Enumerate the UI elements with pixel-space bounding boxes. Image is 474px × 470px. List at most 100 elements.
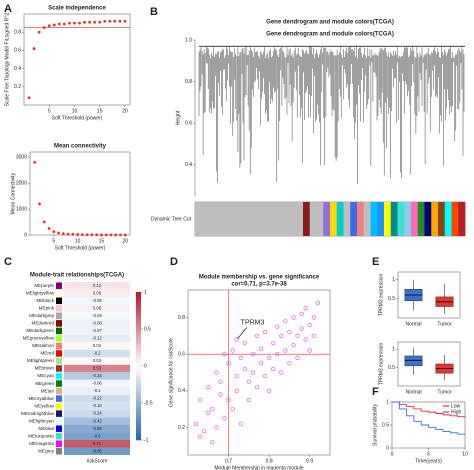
cell-value: -0.6	[93, 433, 101, 438]
cell	[64, 447, 130, 455]
y-axis-label: Mean Connectivity	[10, 172, 16, 214]
colorbar-step	[136, 399, 141, 404]
module-swatch	[56, 290, 62, 297]
point	[109, 233, 113, 237]
point	[267, 388, 272, 393]
point	[303, 306, 308, 311]
module-color	[303, 202, 311, 236]
point	[119, 233, 122, 237]
point	[279, 370, 284, 375]
module-swatch	[56, 447, 62, 455]
y-tick-label: 0.6	[178, 351, 185, 357]
chart-title: Mean connectivity	[54, 144, 107, 150]
point	[71, 232, 75, 236]
module-color	[289, 202, 297, 236]
cell-value: 0.08	[93, 290, 102, 295]
point	[238, 355, 243, 360]
survival-curve	[392, 401, 466, 418]
point	[33, 160, 37, 164]
point	[295, 333, 300, 338]
y-tick-label: 0.8	[185, 79, 192, 85]
row-label: MEsalmon	[32, 343, 54, 348]
point	[210, 407, 215, 412]
y-tick-label: 0.5	[382, 422, 389, 428]
cell	[64, 282, 130, 290]
y-tick-label: 0.2	[14, 84, 21, 90]
point	[291, 315, 296, 320]
point	[103, 19, 107, 23]
module-color	[431, 202, 439, 236]
module-color	[330, 202, 338, 236]
point	[242, 366, 247, 371]
colorbar-step	[136, 373, 141, 378]
row-label: MEdarkgreen	[26, 328, 54, 333]
point	[100, 233, 103, 237]
point	[275, 352, 280, 357]
point	[299, 326, 304, 331]
cell	[64, 364, 130, 373]
colorbar-step	[136, 432, 141, 437]
colorbar-step	[136, 388, 141, 393]
module-swatch	[56, 395, 62, 402]
colorbar-step	[136, 299, 141, 304]
module-swatch	[56, 282, 62, 290]
point	[234, 337, 239, 342]
point	[108, 19, 112, 23]
cell	[64, 402, 130, 410]
cell-value: -0.2	[93, 351, 101, 356]
colorbar-step	[136, 377, 141, 382]
colorbar-step	[136, 403, 141, 407]
module-swatch	[56, 432, 62, 440]
point	[85, 233, 89, 237]
module-color	[242, 202, 250, 236]
panel-label: F	[372, 386, 379, 398]
module-color	[451, 202, 459, 236]
colorbar-step	[136, 395, 141, 400]
point	[279, 333, 284, 338]
x-tick-label: 10	[72, 108, 78, 114]
colorbar-tick-label: 0	[144, 363, 147, 369]
x-tick-label: 15	[99, 238, 105, 244]
colorbar-step	[136, 329, 141, 333]
y-tick-label: 1.0	[185, 37, 192, 43]
cell	[64, 289, 130, 298]
row-label: MEgrey	[38, 448, 55, 453]
module-color	[390, 202, 398, 236]
module-swatch	[56, 402, 62, 410]
module-color	[262, 202, 270, 236]
point	[275, 324, 280, 329]
row-label: MEyellow	[34, 403, 54, 408]
module-swatch	[56, 365, 62, 372]
module-swatch	[56, 440, 62, 447]
cell	[64, 319, 130, 328]
point	[47, 227, 51, 230]
module-color	[208, 202, 216, 236]
module-color	[397, 202, 405, 236]
row-label: MEmidnightblue	[21, 411, 54, 416]
module-swatch	[56, 305, 62, 312]
cell-value: 0.71	[93, 441, 102, 446]
module-swatch	[56, 327, 62, 335]
module-color	[296, 202, 304, 236]
panel-label: E	[372, 256, 379, 268]
point	[76, 233, 80, 236]
y-tick-label: 0	[24, 232, 27, 238]
point	[38, 202, 41, 206]
point	[262, 374, 268, 379]
cell	[64, 387, 130, 395]
point	[73, 21, 76, 25]
x-tick-label: Normal	[405, 321, 421, 327]
annotation: TPRM3	[241, 319, 265, 326]
colorbar-tick-label: -0.5	[144, 400, 153, 406]
colorbar-step	[136, 384, 141, 389]
module-color	[316, 202, 324, 236]
cell	[64, 342, 130, 350]
module-color	[255, 202, 263, 236]
module-swatch	[56, 380, 62, 387]
point	[61, 232, 65, 236]
y-tick-label: 0.4	[185, 162, 192, 168]
module-color	[438, 202, 446, 236]
module-swatch	[56, 387, 62, 395]
cell-value: -0.34	[92, 373, 102, 378]
